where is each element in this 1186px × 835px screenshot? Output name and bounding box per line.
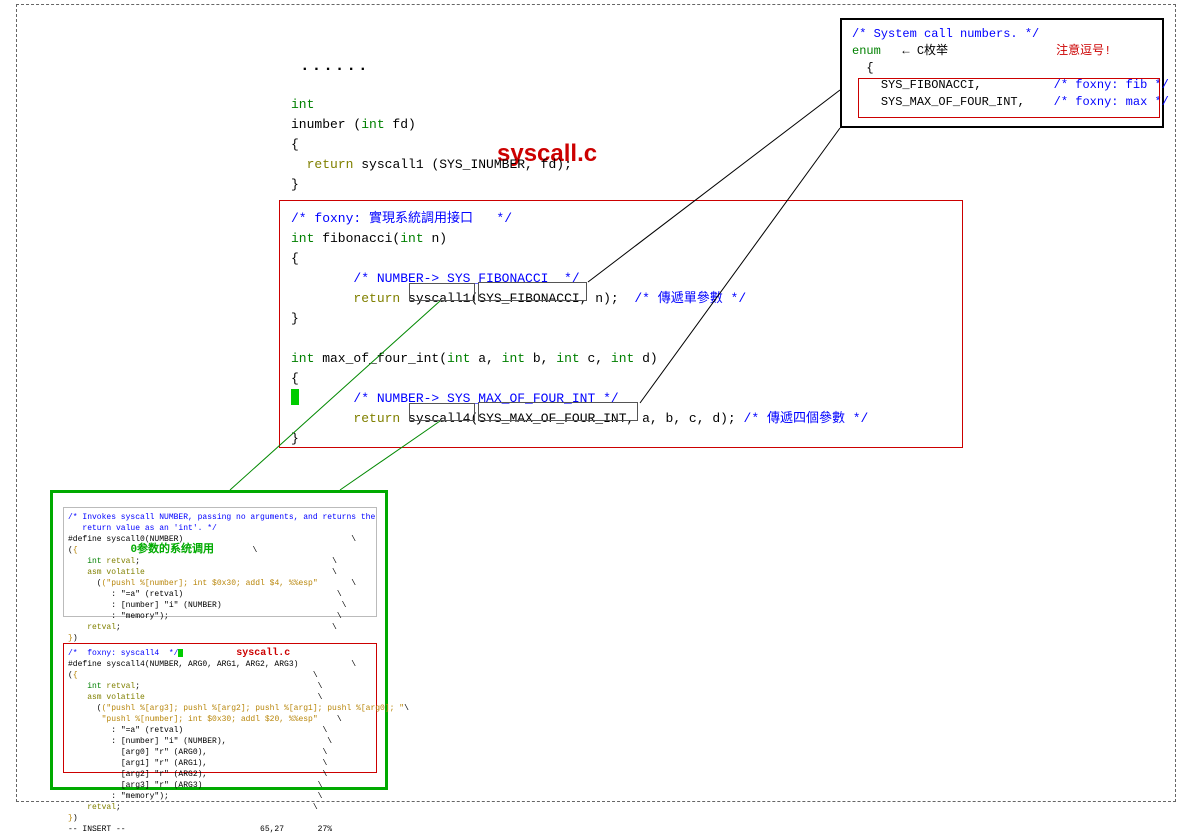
fib-sig: int fibonacci(int n) (291, 231, 447, 246)
ib2-l7: "pushl %[number]; int $0x30; addl $20, %… (102, 715, 318, 724)
close-brace: } (291, 177, 299, 192)
foxny-comment: /* foxny: 實現系統調用接口 */ (291, 211, 512, 226)
ib1-l9: : [number] "i" (NUMBER) (111, 601, 221, 610)
ib1-l4: ({ (68, 546, 78, 555)
vim-cursor-icon (291, 389, 299, 405)
enum-kw: enum (852, 44, 881, 58)
fib-cbrace: } (291, 311, 299, 326)
ib1-l3: #define syscall0(NUMBER) (68, 535, 183, 544)
annotation-box-sysmax (478, 402, 638, 421)
ib2-title: syscall.c (236, 648, 290, 659)
inumber-sig: inumber (int fd) (291, 117, 416, 132)
enum-c1: /* System call numbers. */ (852, 27, 1039, 41)
ib2-l12: [arg2] "r" (ARG2), (121, 770, 207, 779)
ib2-pos: 65,27 27% (260, 825, 332, 834)
max-cbrace: } (291, 431, 299, 446)
annotation-box-syscall1 (409, 283, 475, 301)
open-brace: { (291, 137, 299, 152)
ib2-status: -- INSERT -- (68, 825, 126, 834)
syscall-macro-detail-box: /* Invokes syscall NUMBER, passing no ar… (50, 490, 388, 790)
annotation-box-syscall4 (409, 403, 475, 421)
ib1-title: 0参数的系统调用 (130, 544, 214, 556)
ib2-l8: : "=a" (retval) (111, 726, 183, 735)
enum-header-box: /* System call numbers. */ enum ← C枚举 注意… (840, 18, 1164, 128)
ib1-l8: : "=a" (retval) (111, 590, 183, 599)
enum-warn: 注意逗号! (1056, 44, 1111, 58)
ib2-l14: : "memory"); (111, 792, 169, 801)
max-sig: int max_of_four_int(int a, int b, int c,… (291, 351, 658, 366)
syscall0-macro-block: /* Invokes syscall NUMBER, passing no ar… (63, 507, 377, 617)
ib1-l1: /* Invokes syscall NUMBER, passing no ar… (68, 513, 375, 522)
ib2-l9: : [number] "i" (NUMBER), (111, 737, 226, 746)
ib2-l2: #define syscall4(NUMBER, ARG0, ARG1, ARG… (68, 660, 298, 669)
kw-return: return (307, 157, 354, 172)
annotation-box-sysfib (478, 282, 587, 301)
ib2-l11: [arg1] "r" (ARG1), (121, 759, 207, 768)
enum-obrace: { (866, 61, 873, 75)
ib2-l6: ("pushl %[arg3]; pushl %[arg2]; pushl %[… (102, 704, 404, 713)
kw-int: int (291, 97, 314, 112)
max-obrace: { (291, 371, 299, 386)
enum-red-inner-box (858, 78, 1160, 118)
ib1-l2: return value as an 'int'. */ (68, 524, 217, 533)
ib2-l10: [arg0] "r" (ARG0), (121, 748, 207, 757)
max-tail: /* 傳遞四個參數 */ (744, 411, 869, 426)
syscall4-macro-block: /* foxny: syscall4 */ syscall.c #define … (63, 643, 377, 773)
ib1-l10: : "memory"); (111, 612, 169, 621)
inumber-code-block: int inumber (int fd) { return syscall1 (… (291, 95, 572, 195)
fib-obrace: { (291, 251, 299, 266)
ib1-l7: ("pushl %[number]; int $0x30; addl $4, %… (102, 579, 318, 588)
fib-tail: /* 傳遞單參數 */ (634, 291, 746, 306)
syscall1-call: syscall1 (SYS_INUMBER, fd); (361, 157, 572, 172)
max-return: return (353, 411, 400, 426)
tiny-cursor-icon (178, 649, 183, 657)
ib1-l5: int (87, 557, 101, 566)
ib2-l1: /* foxny: syscall4 */ (68, 649, 178, 658)
enum-arrow: ← C枚举 (902, 44, 948, 58)
fib-return: return (353, 291, 400, 306)
ib2-l13: [arg3] "r" (ARG3) (121, 781, 203, 790)
ellipsis-dots: ······ (300, 60, 370, 78)
